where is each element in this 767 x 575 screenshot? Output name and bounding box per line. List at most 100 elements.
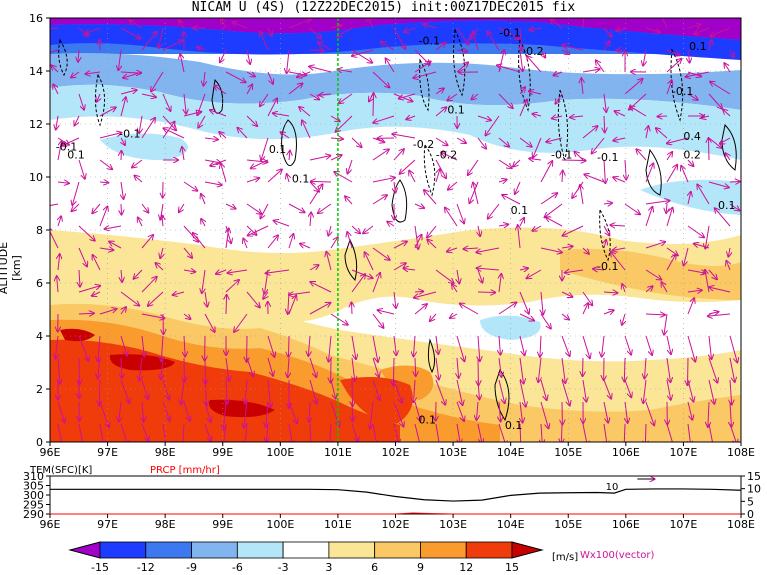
wind-vector — [399, 93, 416, 99]
wind-vector — [120, 97, 126, 117]
wind-vector — [697, 185, 710, 205]
wind-vector — [728, 247, 730, 257]
wind-vector — [708, 269, 717, 279]
wind-vector — [246, 357, 253, 376]
wind-vector — [288, 296, 296, 315]
wind-vector — [352, 379, 353, 406]
wind-vector — [687, 93, 698, 100]
wind-vector — [246, 203, 261, 214]
wind-vector — [204, 313, 215, 332]
wind-vector — [643, 379, 646, 403]
wind-vector — [687, 379, 693, 402]
wind-vector — [99, 107, 116, 117]
wind-vector — [57, 401, 65, 422]
wind-vector — [404, 268, 416, 270]
wind-vector — [435, 269, 454, 283]
wind-vector — [393, 263, 406, 271]
wind-vector — [141, 32, 157, 51]
wind-vector — [182, 423, 185, 442]
wind-vector — [729, 357, 735, 382]
wind-vector — [404, 28, 416, 32]
wind-vector — [309, 265, 319, 271]
wind-vector — [625, 159, 626, 180]
wind-vector — [121, 181, 123, 199]
contour-labels: -0.10.1-0.1 0.10.1-0.1-0.1-0.20.1-0.2-0.2… — [56, 27, 736, 432]
wind-vector — [237, 128, 248, 139]
wind-vector — [666, 357, 670, 382]
wind-vector — [729, 181, 740, 182]
shade-band-neg12 — [50, 20, 741, 61]
wind-vector — [414, 304, 427, 315]
wind-vector — [485, 115, 500, 135]
contour-line — [670, 48, 684, 122]
colorbar-right-triangle — [511, 541, 544, 559]
wind-vector — [708, 401, 709, 427]
wind-vector — [666, 49, 680, 55]
wind-vector — [268, 379, 271, 407]
ts-x-tick-label: 103E — [439, 518, 467, 531]
wind-vector — [565, 270, 584, 273]
wind-vector — [247, 49, 250, 64]
wind-vector — [183, 401, 190, 421]
y-tick-label: 12 — [29, 118, 43, 131]
wind-vector — [519, 291, 529, 314]
wind-vector — [121, 137, 125, 145]
wind-vector — [498, 27, 519, 39]
colorbar-tick-label: 9 — [417, 561, 424, 574]
shade-core-pos15c — [60, 328, 95, 342]
wind-vector — [468, 159, 479, 175]
wind-vector — [520, 423, 521, 442]
wind-vector — [424, 190, 437, 205]
wind-vector — [330, 401, 339, 426]
wind-vector — [414, 379, 415, 402]
x-tick-label: 106E — [612, 446, 640, 459]
wind-vector — [288, 19, 311, 29]
wind-vector — [78, 247, 87, 266]
wind-vector — [289, 151, 290, 161]
wind-vector — [645, 401, 654, 425]
wind-vector — [162, 379, 169, 400]
wind-vector — [529, 28, 542, 30]
wind-vector — [263, 291, 268, 299]
wind-vector — [457, 357, 459, 378]
wind-vector — [162, 40, 183, 51]
wind-vector — [452, 284, 458, 293]
wind-vector — [582, 69, 600, 72]
wind-vector — [214, 86, 227, 95]
wind-vector — [161, 357, 163, 379]
contour-label: -0.1 — [119, 127, 140, 140]
wind-vector — [435, 88, 444, 95]
wind-vector — [372, 423, 377, 442]
wind-vector — [246, 178, 259, 183]
wind-vector — [201, 219, 205, 227]
wind-vector — [183, 313, 191, 319]
wind-vector — [687, 401, 692, 420]
prcp-label: PRCP [mm/hr] — [150, 465, 220, 476]
wind-vector — [476, 247, 500, 252]
colorbar-box — [282, 541, 330, 559]
wind-vector — [221, 164, 227, 183]
x-tick-label: 105E — [554, 446, 582, 459]
wind-vector — [372, 71, 389, 87]
wind-vector — [309, 93, 319, 99]
timeseries-frame — [49, 475, 742, 515]
wind-vector — [287, 174, 289, 183]
wind-vector — [267, 71, 273, 84]
wind-vector — [53, 84, 59, 95]
wind-vector — [540, 379, 547, 400]
contour-line — [344, 238, 358, 281]
wind-vector — [318, 203, 332, 213]
ts-x-tick-label: 96E — [40, 518, 61, 531]
wind-vector — [538, 357, 541, 382]
colorbar-tick-label: -12 — [137, 561, 155, 574]
wind-vector — [266, 423, 268, 442]
wind-vector — [310, 423, 311, 442]
wind-vector — [267, 98, 277, 117]
wind-vector — [50, 228, 59, 249]
wind-vector — [173, 292, 185, 295]
wind-vector — [308, 335, 310, 356]
wind-vector — [730, 379, 732, 405]
wind-vector — [309, 27, 321, 38]
colorbar-tick-label: -15 — [91, 561, 109, 574]
